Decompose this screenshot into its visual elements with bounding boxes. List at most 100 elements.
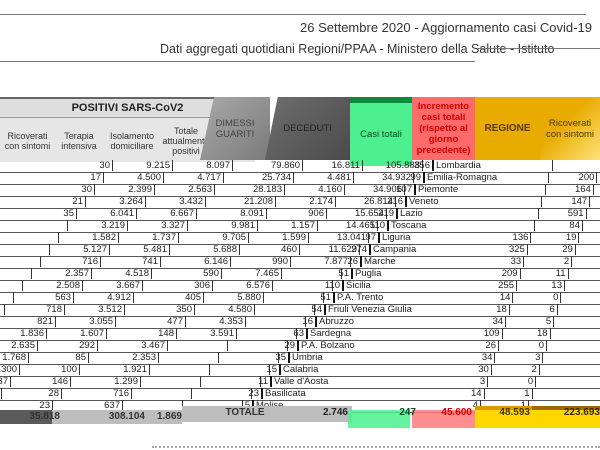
- cell-isolamento: 4.500: [101, 172, 164, 183]
- cell-terapia: [0, 280, 23, 291]
- cell-right2: 1: [484, 388, 533, 399]
- cell-isolamento: 6.041: [74, 208, 137, 219]
- cell-incremento: 110: [310, 280, 343, 291]
- cell-deceduti: 16.811: [300, 160, 363, 171]
- cell-totale-positivi: 3.667: [80, 280, 143, 291]
- cell-casi-totali: 26.814: [323, 196, 396, 207]
- cell-totale-positivi: 3.512: [62, 304, 125, 315]
- cell-isolamento: 5.127: [47, 244, 110, 255]
- cell-right1: 109: [450, 328, 503, 339]
- cell-isolamento: 2.399: [92, 184, 155, 195]
- cell-totale-positivi: 1.607: [44, 328, 107, 339]
- cell-deceduti: 460: [237, 244, 300, 255]
- cell-regione: Campania: [369, 244, 416, 255]
- totals-totale-positivi: 1.869: [156, 411, 182, 422]
- cell-right1: [482, 220, 535, 231]
- cell-right2: 2: [523, 256, 573, 267]
- cell-casi-totali: [188, 376, 261, 387]
- cell-casi-totali: [215, 340, 288, 351]
- cell-deceduti: 4.160: [282, 184, 345, 195]
- cell-incremento: 97: [346, 232, 379, 243]
- cell-right2: 147: [541, 196, 591, 207]
- cell-right1: 3: [435, 376, 489, 387]
- cell-isolamento: 1.087: [0, 376, 11, 387]
- cell-right1: 255: [464, 280, 517, 291]
- cell-incremento: 63: [274, 328, 307, 339]
- cell-dimessi: 6.146: [158, 256, 231, 267]
- cell-isolamento: 1.768: [0, 352, 29, 363]
- cell-casi-totali: 7.877: [278, 256, 351, 267]
- cell-totale-positivi: 4.717: [161, 172, 224, 183]
- cell-incremento: 51: [319, 268, 352, 279]
- cell-isolamento: 3.264: [83, 196, 146, 207]
- table-row: 30 2.399 2.563 28.183 4.160 34.906 107 Piemonte…: [0, 184, 600, 197]
- cell-terapia: 30: [52, 184, 95, 195]
- cell-deceduti: 1.157: [255, 220, 318, 231]
- cell-totale-positivi: 23: [0, 400, 53, 411]
- cell-isolamento: 563: [11, 292, 74, 303]
- cell-incremento: 11: [238, 376, 271, 387]
- cell-terapia: 21: [43, 196, 86, 207]
- cell-right2: 18: [502, 328, 551, 339]
- totals-casi-totali: 2.746: [322, 407, 348, 418]
- cell-regione: Molise: [252, 400, 283, 411]
- cell-totale-positivi: 100: [17, 364, 80, 375]
- totals-regione-val: 45.600: [441, 407, 472, 418]
- cell-dimessi: 148: [104, 328, 177, 339]
- col-regione: REGIONE: [475, 97, 540, 160]
- cell-terapia: [25, 220, 68, 231]
- cell-right1: [493, 184, 546, 195]
- cell-dimessi: 350: [122, 304, 195, 315]
- cell-right2: 84: [534, 220, 583, 231]
- totals-right1: 48.593: [499, 407, 530, 418]
- cell-regione: Marche: [360, 256, 396, 267]
- cell-regione: Sardegna: [306, 328, 351, 339]
- cell-right2: [552, 160, 600, 171]
- subtitle-rule: [478, 48, 600, 49]
- table-row: 563 4.912 405 5.880 51 P.A. Trento 14 0: [0, 292, 600, 305]
- cell-totale-positivi: 28: [0, 388, 62, 399]
- positivi-title: POSITIVI SARS-CoV2: [0, 99, 255, 118]
- cell-right1: 14: [432, 388, 485, 399]
- cell-totale-positivi: 146: [8, 376, 71, 387]
- cell-terapia: 17: [61, 172, 104, 183]
- cell-incremento: 16: [283, 316, 316, 327]
- cell-isolamento: 821: [0, 316, 56, 327]
- cell-right1: 4: [428, 400, 481, 411]
- table-row: 718 3.512 350 4.580 54 Friuli Venezia Giulia 1…: [0, 304, 600, 317]
- totals-label-band: [182, 406, 352, 422]
- cell-isolamento: 2.508: [20, 280, 83, 291]
- cell-regione: Friuli Venezia Giulia: [324, 304, 412, 315]
- cell-terapia: [16, 232, 59, 243]
- cell-isolamento: 459: [0, 388, 2, 399]
- table-row: 35 6.041 6.667 8.091 906 15.654 219 Lazio 591: [0, 208, 600, 221]
- table-row: 21 3.264 3.432 21.208 2.174 26.814 216 Veneto 14…: [0, 196, 600, 209]
- cell-regione: Emilia-Romagna: [423, 172, 497, 183]
- cell-regione: Puglia: [351, 268, 381, 279]
- cell-totale-positivi: 3.055: [53, 316, 116, 327]
- cell-incremento: 51: [301, 292, 334, 303]
- cell-deceduti: 990: [228, 256, 291, 267]
- table-row: 2.508 3.667 306 6.576 110 Sicilia 255 13: [0, 280, 600, 293]
- cell-terapia: [7, 244, 50, 255]
- cell-regione: Valle d'Aosta: [270, 376, 328, 387]
- cell-right1: 18: [457, 304, 510, 315]
- cell-totale-positivi: 85: [26, 352, 89, 363]
- col-terapia: Terapia intensiva: [61, 130, 97, 151]
- cell-right2: 200: [548, 172, 598, 183]
- cell-casi-totali: [242, 304, 315, 315]
- cell-right2: 13: [516, 280, 565, 291]
- cell-dimessi: 1.921: [77, 364, 150, 375]
- table-row: 3.219 3.327 9.981 1.157 14.465 110 Toscana 84: [0, 220, 600, 233]
- cell-incremento: 216: [373, 196, 406, 207]
- cell-totale-positivi: 741: [98, 256, 161, 267]
- cell-incremento: 99: [391, 172, 424, 183]
- cell-casi-totali: [269, 268, 342, 279]
- totals-red-band: [412, 410, 475, 428]
- cell-dimessi: 716: [59, 388, 132, 399]
- cell-deceduti: [129, 388, 192, 399]
- cell-right2: 6: [509, 304, 558, 315]
- cell-dimessi: 306: [140, 280, 213, 291]
- cell-isolamento: 9.215: [110, 160, 173, 171]
